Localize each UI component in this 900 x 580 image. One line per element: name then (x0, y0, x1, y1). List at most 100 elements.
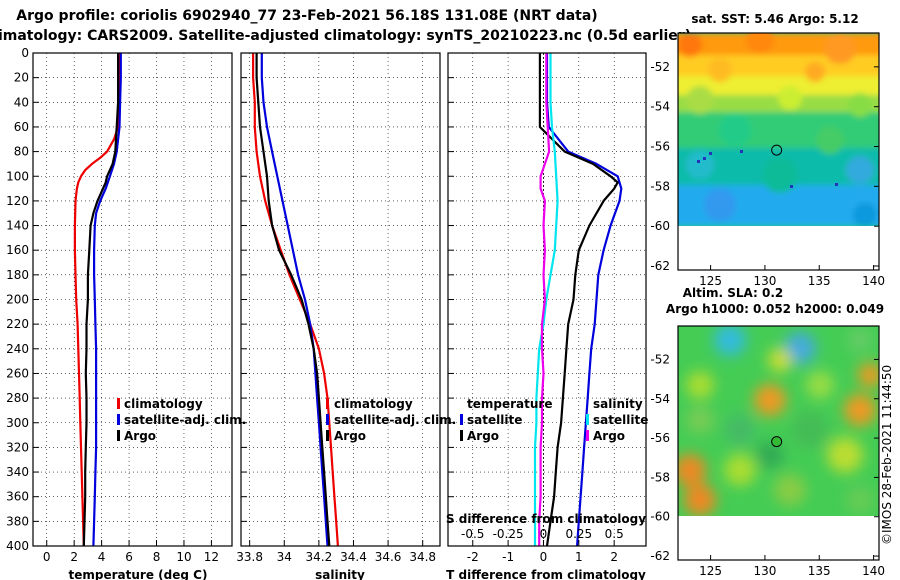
sst-colour-patch (848, 93, 872, 117)
legend-swatch-satellite (117, 414, 120, 425)
latitude-tick-label: -54 (650, 100, 670, 114)
legend-swatch-argo (326, 430, 329, 441)
difference-panel: -2 -1 0 1 2 -0.5 -0.25 0 0.25 0.5 T difference fr… (446, 52, 648, 580)
sla-colour-patch (792, 412, 828, 448)
sla-colour-patch (714, 326, 746, 356)
sla-colour-patch (827, 437, 863, 473)
x-tick-label: 4 (98, 550, 106, 564)
sla-colour-patch (858, 363, 879, 387)
sst-colour-band (678, 76, 879, 98)
depth-tick-label: 80 (14, 145, 29, 159)
depth-tick-label: 120 (6, 194, 29, 208)
t-diff-tick-label: -2 (467, 550, 479, 564)
x-tick-label: 6 (125, 550, 133, 564)
sst-colour-patch (786, 196, 814, 224)
sst-cold-speck (740, 150, 743, 153)
longitude-tick-label: 125 (699, 564, 722, 578)
latitude-tick-label: -58 (650, 470, 670, 484)
sla-map-frame (677, 325, 880, 561)
salinity-xlabel: salinity (315, 568, 365, 580)
depth-tick-label: 0 (21, 46, 29, 60)
legend-label-climatology: climatology (334, 397, 413, 411)
depth-tick-label: 240 (6, 342, 29, 356)
x-tick-label: 33.8 (236, 550, 263, 564)
legend-label-t-argo: Argo (467, 429, 499, 443)
sst-map-title: sat. SST: 5.46 Argo: 5.12 (691, 12, 858, 26)
latitude-tick-label: -62 (650, 549, 670, 563)
sla-colour-patch (678, 454, 706, 486)
series-line-t-argo (538, 53, 619, 547)
sla-colour-patch (806, 371, 834, 399)
salinity-panel: 33.8 34 34.2 34.4 34.6 34.8 salinity climatol… (236, 52, 456, 580)
depth-tick-label: 60 (14, 120, 29, 134)
imos-timestamp-watermark: ©IMOS 28-Feb-2021 11:44:50 (880, 365, 894, 545)
latitude-tick-label: -56 (650, 431, 670, 445)
legend-label-argo: Argo (124, 429, 156, 443)
sst-colour-patch (853, 203, 877, 226)
sst-cold-speck (709, 152, 712, 155)
sla-map-title: Altim. SLA: 0.2 (683, 286, 784, 300)
sla-colour-patch (686, 371, 714, 399)
sst-colour-patch (778, 86, 802, 110)
series-line-satellite-adj-clim- (92, 53, 122, 547)
legend-label-argo: Argo (334, 429, 366, 443)
sst-argo-location-marker (771, 144, 783, 156)
x-tick-label: 0 (43, 550, 51, 564)
latitude-tick-label: -60 (650, 510, 670, 524)
depth-tick-label: 100 (6, 169, 29, 183)
x-tick-label: 2 (70, 550, 78, 564)
temperature-panel: 0 2 4 6 8 10 120204060801001201401601802002202… (6, 46, 246, 580)
temperature-xlabel: temperature (deg C) (69, 568, 208, 580)
sst-map-nodata (678, 226, 879, 270)
latitude-tick-label: -52 (650, 352, 670, 366)
s-diff-tick-label: -0.25 (493, 527, 524, 541)
legend-swatch-satellite (326, 414, 329, 425)
longitude-tick-label: 140 (862, 274, 885, 288)
sst-colour-patch (816, 126, 844, 154)
sst-cold-speck (697, 160, 700, 163)
longitude-tick-label: 130 (753, 274, 776, 288)
latitude-tick-label: -58 (650, 179, 670, 193)
x-tick-label: 34.4 (340, 550, 367, 564)
series-line-climatology (252, 53, 339, 547)
legend-swatch-t-argo (460, 430, 463, 441)
legend-swatch-climatology (117, 398, 120, 409)
sla-colour-patch (724, 414, 756, 446)
sst-colour-patch (678, 33, 702, 57)
x-tick-label: 34.2 (306, 550, 333, 564)
sla-colour-patch (784, 332, 816, 364)
t-diff-tick-label: 0 (540, 550, 548, 564)
x-tick-label: 34 (277, 550, 292, 564)
legend-swatch-t-satellite (460, 414, 463, 425)
sla-colour-patch (756, 441, 784, 469)
legend-label-t-satellite: satellite (467, 413, 522, 427)
legend-swatch-climatology (326, 398, 329, 409)
sst-colour-patch (719, 114, 751, 146)
sst-cold-speck (790, 185, 793, 188)
figure-title-line1: Argo profile: coriolis 6902940_77 23-Feb… (16, 8, 597, 24)
latitude-tick-label: -60 (650, 219, 670, 233)
sst-colour-patch (686, 86, 714, 114)
temperature-legend: climatology satellite-adj. clim. Argo (117, 397, 246, 443)
sla-map-subtitle: Argo h1000: 0.052 h2000: 0.049 (666, 302, 884, 316)
sst-map-frame (677, 32, 880, 271)
sla-colour-patch (724, 454, 756, 486)
legend-swatch-argo (117, 430, 120, 441)
sla-colour-patch (846, 486, 874, 514)
legend-label-satellite: satellite-adj. clim. (334, 413, 456, 427)
longitude-tick-label: 135 (808, 274, 831, 288)
sst-colour-band (678, 95, 879, 115)
difference-legend-salinity: salinity satellite Argo (586, 397, 648, 443)
sst-colour-patch (805, 62, 825, 82)
x-tick-label: 12 (204, 550, 219, 564)
depth-tick-label: 340 (6, 465, 29, 479)
legend-swatch-s-argo (586, 430, 589, 441)
latitude-tick-label: -62 (650, 259, 670, 273)
salinity-legend: climatology satellite-adj. clim. Argo (326, 397, 456, 443)
s-diff-tick-label: -0.5 (461, 527, 484, 541)
sst-cold-speck (835, 183, 838, 186)
sst-colour-patch (704, 189, 736, 221)
series-line-satellite-adj-clim- (260, 53, 329, 547)
sla-argo-location-marker (771, 436, 783, 448)
